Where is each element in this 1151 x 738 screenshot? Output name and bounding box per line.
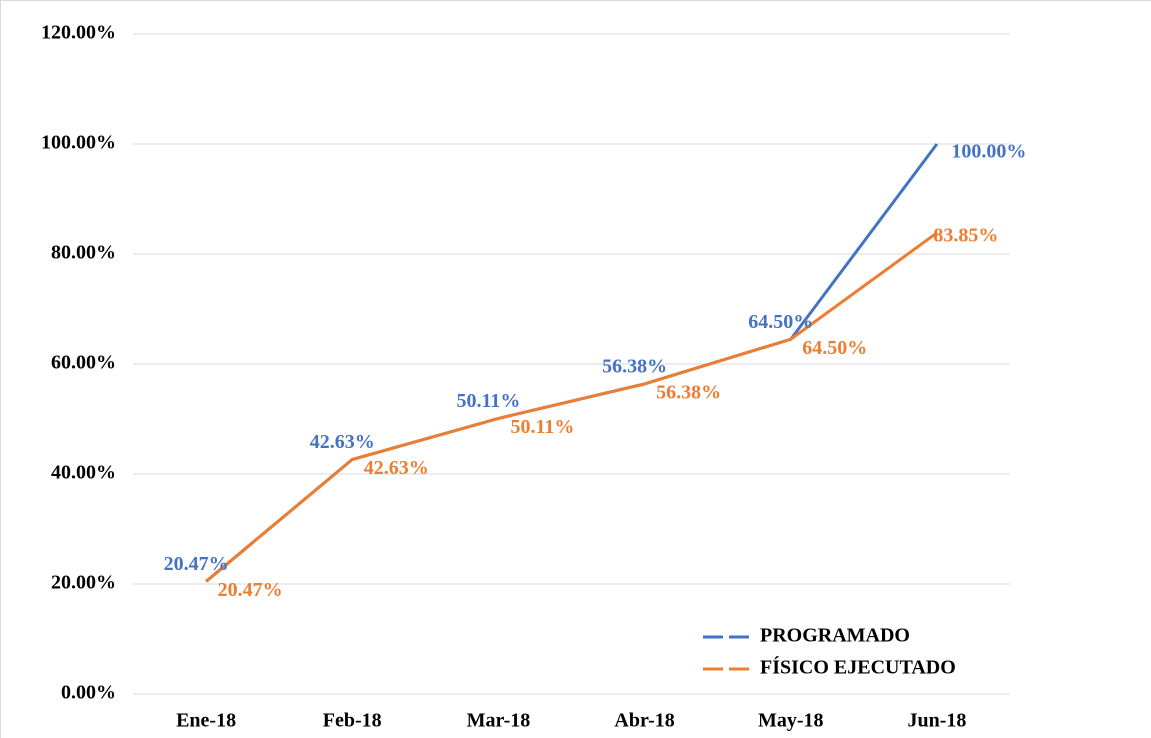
y-tick-label: 40.00%: [51, 462, 116, 484]
series-line: [205, 231, 938, 583]
x-tick-label: Mar-18: [467, 710, 531, 732]
data-label: 83.85%: [933, 224, 998, 246]
legend-label: PROGRAMADO: [760, 625, 910, 647]
data-label: 100.00%: [951, 141, 1026, 163]
y-tick-label: 20.00%: [51, 572, 116, 594]
y-tick-label: 0.00%: [61, 682, 116, 704]
data-label: 42.63%: [310, 431, 375, 453]
data-label: 50.11%: [510, 416, 574, 438]
data-label: 42.63%: [364, 457, 429, 479]
y-tick-label: 60.00%: [51, 352, 116, 374]
y-tick-label: 80.00%: [51, 242, 116, 264]
data-label: 56.38%: [656, 382, 721, 404]
y-tick-label: 100.00%: [41, 132, 116, 154]
x-tick-label: Abr-18: [614, 710, 674, 732]
data-label: 20.47%: [218, 579, 283, 601]
data-label: 56.38%: [602, 356, 667, 378]
data-label: 64.50%: [802, 337, 867, 359]
data-label: 64.50%: [748, 311, 813, 333]
data-label: 20.47%: [164, 553, 229, 575]
x-tick-label: Ene-18: [176, 710, 236, 732]
x-tick-label: Jun-18: [907, 710, 966, 732]
data-label: 50.11%: [456, 390, 520, 412]
legend-label: FÍSICO EJECUTADO: [760, 656, 956, 679]
x-tick-label: Feb-18: [323, 710, 382, 732]
series-line: [205, 143, 939, 583]
x-tick-label: May-18: [758, 710, 824, 732]
y-tick-label: 120.00%: [41, 22, 116, 44]
